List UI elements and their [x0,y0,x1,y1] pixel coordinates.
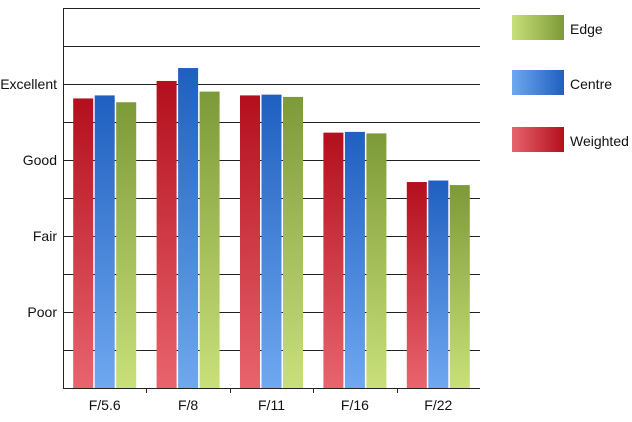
bar-weighted-3 [323,132,344,388]
legend: Edge Centre Weighted [512,15,629,152]
bar-centre-3 [344,131,365,388]
x-tick-label: F/16 [341,397,369,413]
bar-edge-2 [283,96,303,389]
bars [73,68,470,389]
bar-weighted-0 [73,98,94,388]
bar-weighted-2 [240,95,260,389]
legend-swatch-weighted [512,127,564,152]
y-tick-label: Poor [27,304,57,320]
bar-centre-0 [94,95,115,389]
legend-label-weighted: Weighted [570,133,629,149]
bar-edge-1 [199,91,220,388]
legend-label-centre: Centre [570,76,612,92]
bar-weighted-1 [156,80,177,389]
x-tick-label: F/8 [178,397,198,413]
y-tick-label: Good [23,152,57,168]
legend-swatch-centre [512,70,564,95]
axes: Poor Fair Good Excellent F/5.6 F/8 F/11 F/16 F/2… [0,8,480,413]
legend-swatch-edge [512,15,564,40]
y-tick-label: Excellent [0,76,57,92]
x-tick-label: F/5.6 [89,397,121,413]
legend-label-edge: Edge [570,21,603,37]
bar-weighted-4 [406,182,427,388]
bar-edge-3 [366,133,387,388]
y-tick-label: Fair [33,228,57,244]
bar-centre-1 [178,68,199,388]
bar-centre-4 [428,180,449,388]
bar-edge-4 [449,185,470,388]
bar-edge-0 [116,102,137,389]
bar-centre-2 [261,94,282,388]
x-tick-label: F/11 [258,397,285,413]
x-tick-label: F/22 [424,397,452,413]
